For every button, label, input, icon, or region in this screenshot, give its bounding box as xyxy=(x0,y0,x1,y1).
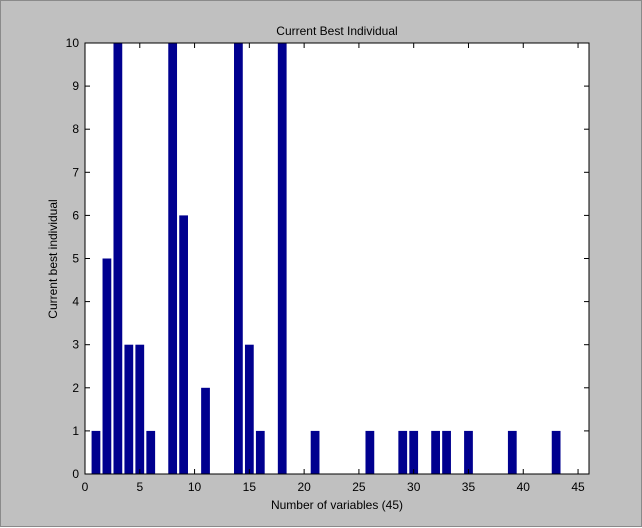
x-tick-label: 30 xyxy=(407,480,421,494)
x-tick-label: 5 xyxy=(136,480,143,494)
x-tick-label: 10 xyxy=(188,480,202,494)
bar-5 xyxy=(135,344,145,474)
bar-26 xyxy=(365,430,375,474)
bar-21 xyxy=(310,430,320,474)
x-axis-label: Number of variables (45) xyxy=(271,498,403,512)
y-tick-label: 8 xyxy=(72,122,79,136)
bar-29 xyxy=(398,430,408,474)
bar-3 xyxy=(113,43,123,474)
bar-6 xyxy=(146,430,156,474)
bar-4 xyxy=(124,344,134,474)
bar-9 xyxy=(179,215,188,474)
y-tick-label: 9 xyxy=(72,79,79,93)
bar-8 xyxy=(168,43,178,474)
y-tick-label: 2 xyxy=(72,381,79,395)
x-tick-label: 20 xyxy=(297,480,311,494)
plot-area xyxy=(85,43,589,474)
bar-11 xyxy=(201,387,210,474)
bars-group xyxy=(91,43,561,474)
bar-1 xyxy=(91,430,101,474)
bar-39 xyxy=(507,430,517,474)
bar-32 xyxy=(431,430,440,474)
bar-2 xyxy=(102,258,112,474)
x-tick-label: 15 xyxy=(243,480,257,494)
y-tick-label: 3 xyxy=(72,338,79,352)
bar-18 xyxy=(277,43,287,474)
bar-30 xyxy=(409,430,419,474)
y-tick-label: 5 xyxy=(72,252,79,266)
x-tick-label: 40 xyxy=(517,480,531,494)
y-tick-label: 4 xyxy=(72,295,79,309)
bar-43 xyxy=(551,430,561,474)
y-tick-label: 6 xyxy=(72,208,79,222)
y-tick-label: 7 xyxy=(72,165,79,179)
x-tick-label: 35 xyxy=(462,480,476,494)
x-tick-label: 25 xyxy=(352,480,366,494)
y-axis-label: Current best individual xyxy=(46,199,60,318)
bar-16 xyxy=(255,430,265,474)
chart-title: Current Best Individual xyxy=(276,24,397,38)
y-tick-label: 10 xyxy=(66,36,80,50)
bar-35 xyxy=(464,430,473,474)
x-tick-label: 0 xyxy=(82,480,89,494)
y-tick-label: 0 xyxy=(72,467,79,481)
x-tick-label: 45 xyxy=(571,480,585,494)
bar-14 xyxy=(234,43,243,474)
bar-33 xyxy=(442,430,451,474)
bar-15 xyxy=(244,344,254,474)
y-tick-label: 1 xyxy=(72,424,79,438)
